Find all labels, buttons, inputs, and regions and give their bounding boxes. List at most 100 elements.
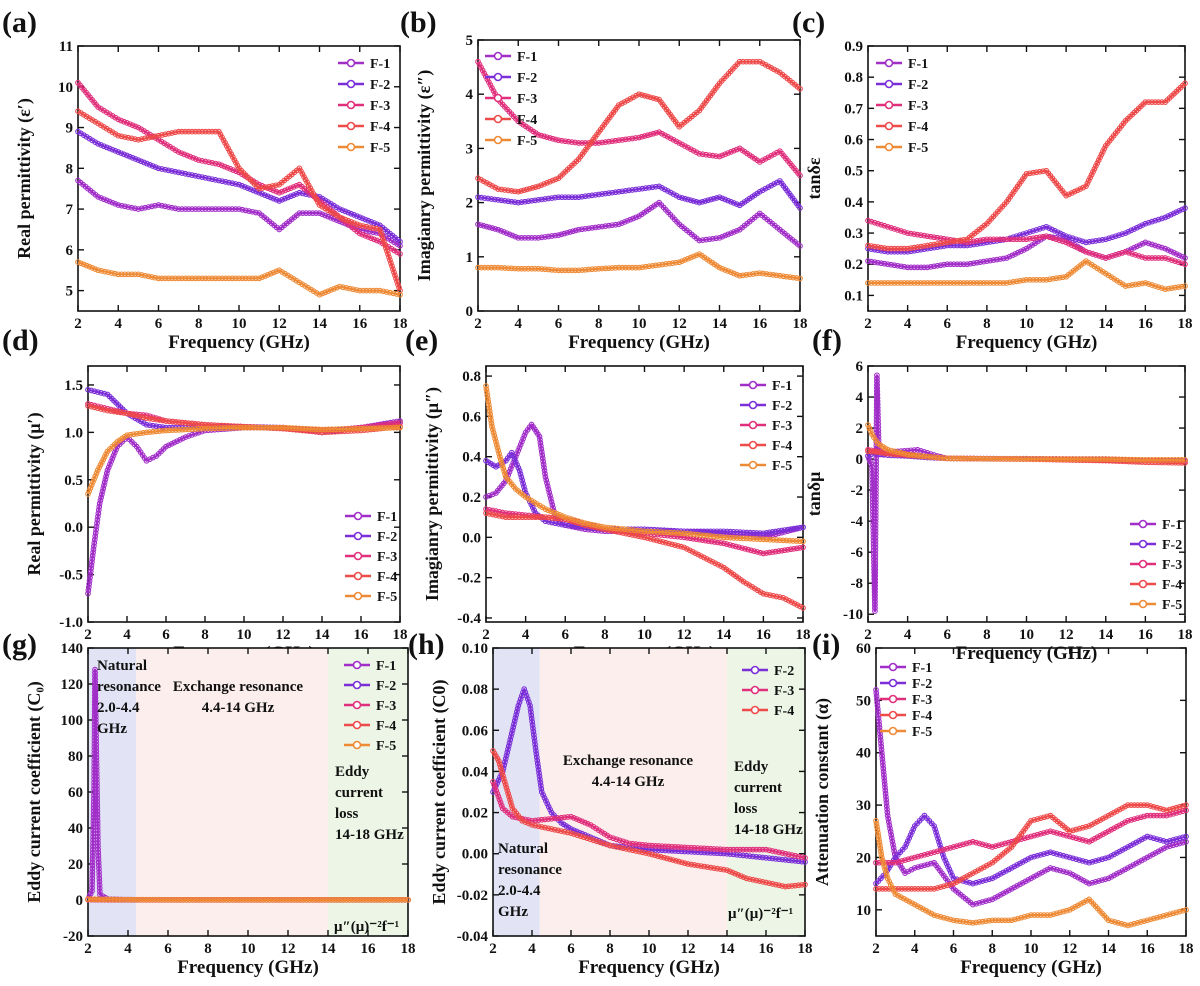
x-axis-label: Frequency (GHz) bbox=[956, 332, 1098, 353]
data-point bbox=[371, 425, 377, 432]
data-point bbox=[90, 546, 97, 553]
data-point bbox=[539, 514, 545, 521]
data-point bbox=[276, 424, 283, 431]
data-point bbox=[515, 188, 522, 195]
data-point bbox=[486, 506, 493, 513]
data-point bbox=[766, 271, 773, 278]
data-point bbox=[85, 491, 91, 497]
data-point bbox=[346, 285, 353, 292]
data-point bbox=[90, 479, 96, 485]
data-point bbox=[280, 424, 286, 431]
panel-e: 2 4 6 8 10 12 14 16 18-0.4-0.20.00.20.40.60.8F-1… bbox=[405, 324, 811, 664]
data-point bbox=[547, 135, 553, 141]
data-point bbox=[1056, 237, 1063, 244]
data-point bbox=[532, 514, 539, 521]
data-point bbox=[618, 526, 625, 532]
data-point bbox=[696, 237, 703, 244]
data-point bbox=[532, 234, 538, 241]
data-point bbox=[199, 174, 205, 180]
data-point bbox=[129, 122, 136, 129]
data-point bbox=[740, 846, 747, 853]
data-point bbox=[138, 205, 145, 212]
legend-marker bbox=[493, 51, 503, 61]
y-tick-label: 0.2 bbox=[844, 257, 863, 273]
data-point bbox=[360, 223, 366, 229]
data-point bbox=[753, 846, 760, 853]
data-point bbox=[868, 243, 875, 249]
y-tick-label: 3 bbox=[466, 141, 474, 157]
panel-label: (b) bbox=[400, 6, 437, 39]
legend-marker bbox=[1138, 599, 1148, 609]
data-point bbox=[756, 270, 763, 276]
data-point bbox=[356, 222, 363, 229]
data-point bbox=[182, 206, 189, 212]
data-point bbox=[921, 453, 927, 460]
x-tick-label: 6 bbox=[155, 316, 163, 332]
y-tick-label: 0.1 bbox=[844, 288, 863, 304]
data-point bbox=[547, 492, 553, 499]
data-point bbox=[534, 757, 541, 764]
data-point bbox=[767, 592, 773, 598]
data-point bbox=[1139, 280, 1145, 287]
data-point bbox=[247, 424, 254, 431]
data-point bbox=[881, 280, 888, 286]
data-point bbox=[872, 519, 879, 525]
data-point bbox=[229, 896, 236, 903]
legend-label: F-2 bbox=[376, 679, 396, 694]
data-point bbox=[766, 855, 773, 862]
data-point bbox=[904, 280, 911, 286]
data-point bbox=[113, 446, 119, 453]
data-point bbox=[542, 266, 548, 273]
data-point bbox=[150, 416, 156, 422]
x-tick-label: 6 bbox=[162, 627, 170, 643]
data-point bbox=[507, 736, 514, 743]
data-point bbox=[1086, 456, 1093, 462]
data-point bbox=[525, 198, 532, 205]
x-tick-label: 2 bbox=[74, 316, 82, 332]
x-tick-label: 12 bbox=[281, 941, 296, 957]
data-point bbox=[374, 896, 381, 903]
data-point bbox=[1043, 276, 1050, 283]
data-point bbox=[242, 207, 249, 214]
data-point bbox=[276, 189, 283, 196]
data-point bbox=[1020, 456, 1027, 462]
data-point bbox=[1145, 281, 1152, 287]
data-point bbox=[306, 896, 313, 903]
data-point bbox=[354, 425, 361, 432]
data-point bbox=[881, 260, 888, 267]
data-point bbox=[1036, 456, 1043, 462]
data-point bbox=[285, 194, 291, 201]
data-point bbox=[872, 554, 879, 560]
data-point bbox=[98, 268, 105, 274]
data-point bbox=[1125, 228, 1132, 235]
y-tick-label: 0.6 bbox=[844, 133, 863, 149]
data-point bbox=[501, 229, 507, 235]
data-point bbox=[162, 203, 169, 210]
data-point bbox=[496, 450, 502, 457]
data-point bbox=[296, 210, 303, 217]
data-point bbox=[954, 238, 961, 244]
data-point bbox=[216, 206, 222, 212]
data-point bbox=[872, 534, 879, 541]
data-point bbox=[941, 455, 947, 461]
data-point bbox=[559, 194, 565, 201]
data-point bbox=[1012, 251, 1019, 257]
data-point bbox=[552, 267, 558, 273]
data-point bbox=[402, 896, 408, 903]
x-tick-label: 4 bbox=[904, 627, 912, 643]
region-annotation: Eddy bbox=[335, 764, 370, 780]
data-point bbox=[94, 802, 101, 808]
data-point bbox=[865, 280, 871, 286]
data-point bbox=[872, 582, 878, 589]
data-point bbox=[970, 280, 977, 286]
data-point bbox=[901, 280, 908, 286]
data-point bbox=[785, 597, 792, 604]
data-point bbox=[509, 727, 516, 734]
data-point bbox=[618, 100, 625, 107]
legend-label: F-4 bbox=[908, 120, 928, 135]
data-point bbox=[622, 136, 629, 143]
data-point bbox=[790, 538, 796, 544]
data-point bbox=[234, 424, 241, 431]
data-point bbox=[95, 852, 102, 859]
x-tick-label: 12 bbox=[681, 941, 696, 957]
